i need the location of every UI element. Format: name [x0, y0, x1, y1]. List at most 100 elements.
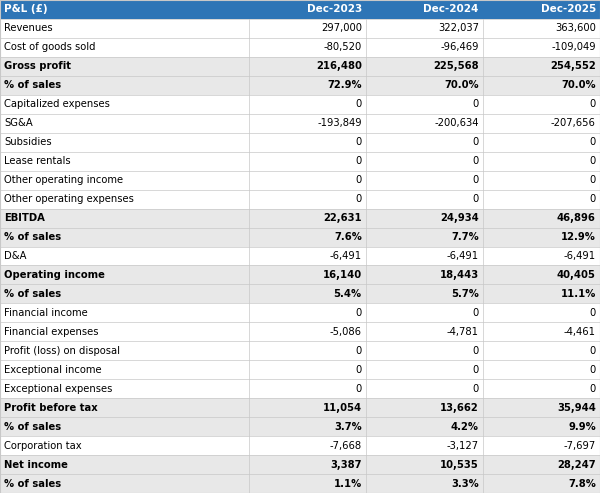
- Bar: [249, 114, 366, 133]
- Bar: [249, 38, 366, 57]
- Text: 0: 0: [356, 156, 362, 166]
- Text: Other operating income: Other operating income: [4, 175, 124, 185]
- Bar: [249, 152, 366, 171]
- Text: Gross profit: Gross profit: [4, 61, 71, 71]
- Bar: [0, 284, 249, 303]
- Text: 70.0%: 70.0%: [444, 80, 479, 90]
- Bar: [366, 133, 483, 152]
- Text: 3.7%: 3.7%: [334, 422, 362, 432]
- Bar: [483, 0, 600, 19]
- Bar: [0, 0, 249, 19]
- Text: 7.6%: 7.6%: [334, 232, 362, 242]
- Text: 0: 0: [590, 365, 596, 375]
- Bar: [483, 303, 600, 322]
- Text: 0: 0: [473, 99, 479, 109]
- Text: 0: 0: [356, 308, 362, 318]
- Text: Financial income: Financial income: [4, 308, 88, 318]
- Text: 297,000: 297,000: [321, 24, 362, 34]
- Text: -200,634: -200,634: [434, 118, 479, 128]
- Bar: [366, 303, 483, 322]
- Text: Dec-2024: Dec-2024: [424, 4, 479, 14]
- Bar: [0, 95, 249, 114]
- Bar: [366, 246, 483, 265]
- Bar: [483, 19, 600, 38]
- Text: 13,662: 13,662: [440, 403, 479, 413]
- Text: 40,405: 40,405: [557, 270, 596, 280]
- Bar: [483, 114, 600, 133]
- Bar: [249, 303, 366, 322]
- Text: Net income: Net income: [4, 459, 68, 469]
- Text: 9.9%: 9.9%: [568, 422, 596, 432]
- Bar: [366, 95, 483, 114]
- Text: 11.1%: 11.1%: [560, 289, 596, 299]
- Bar: [483, 133, 600, 152]
- Bar: [366, 228, 483, 246]
- Text: -7,697: -7,697: [563, 441, 596, 451]
- Bar: [483, 38, 600, 57]
- Bar: [366, 38, 483, 57]
- Bar: [483, 228, 600, 246]
- Text: -96,469: -96,469: [440, 42, 479, 52]
- Bar: [0, 19, 249, 38]
- Bar: [483, 284, 600, 303]
- Text: 0: 0: [356, 175, 362, 185]
- Bar: [366, 322, 483, 341]
- Text: D&A: D&A: [4, 251, 27, 261]
- Bar: [366, 474, 483, 493]
- Bar: [0, 228, 249, 246]
- Text: EBITDA: EBITDA: [4, 213, 45, 223]
- Bar: [249, 171, 366, 190]
- Text: -5,086: -5,086: [330, 327, 362, 337]
- Text: Subsidies: Subsidies: [4, 137, 52, 147]
- Bar: [483, 341, 600, 360]
- Bar: [0, 398, 249, 417]
- Text: 0: 0: [590, 384, 596, 394]
- Text: 7.7%: 7.7%: [451, 232, 479, 242]
- Bar: [249, 246, 366, 265]
- Text: 0: 0: [473, 384, 479, 394]
- Bar: [249, 284, 366, 303]
- Bar: [366, 114, 483, 133]
- Bar: [483, 379, 600, 398]
- Bar: [366, 341, 483, 360]
- Text: 0: 0: [590, 346, 596, 356]
- Text: -193,849: -193,849: [317, 118, 362, 128]
- Text: -7,668: -7,668: [329, 441, 362, 451]
- Text: 216,480: 216,480: [316, 61, 362, 71]
- Bar: [0, 322, 249, 341]
- Text: 7.8%: 7.8%: [568, 479, 596, 489]
- Text: 5.4%: 5.4%: [334, 289, 362, 299]
- Text: -4,461: -4,461: [564, 327, 596, 337]
- Bar: [0, 474, 249, 493]
- Text: 16,140: 16,140: [323, 270, 362, 280]
- Text: P&L (£): P&L (£): [4, 4, 48, 14]
- Bar: [249, 19, 366, 38]
- Bar: [0, 114, 249, 133]
- Bar: [483, 152, 600, 171]
- Bar: [249, 436, 366, 455]
- Text: 0: 0: [590, 156, 596, 166]
- Bar: [366, 0, 483, 19]
- Bar: [366, 19, 483, 38]
- Text: 46,896: 46,896: [557, 213, 596, 223]
- Bar: [249, 190, 366, 209]
- Text: % of sales: % of sales: [4, 479, 61, 489]
- Bar: [0, 379, 249, 398]
- Bar: [249, 455, 366, 474]
- Text: Capitalized expenses: Capitalized expenses: [4, 99, 110, 109]
- Bar: [366, 171, 483, 190]
- Text: 0: 0: [473, 308, 479, 318]
- Bar: [483, 209, 600, 228]
- Text: 0: 0: [590, 194, 596, 204]
- Bar: [0, 152, 249, 171]
- Bar: [0, 190, 249, 209]
- Bar: [483, 360, 600, 379]
- Text: 0: 0: [473, 137, 479, 147]
- Text: 12.9%: 12.9%: [561, 232, 596, 242]
- Bar: [0, 246, 249, 265]
- Text: 254,552: 254,552: [550, 61, 596, 71]
- Bar: [0, 265, 249, 284]
- Text: 35,944: 35,944: [557, 403, 596, 413]
- Text: 0: 0: [590, 308, 596, 318]
- Bar: [483, 436, 600, 455]
